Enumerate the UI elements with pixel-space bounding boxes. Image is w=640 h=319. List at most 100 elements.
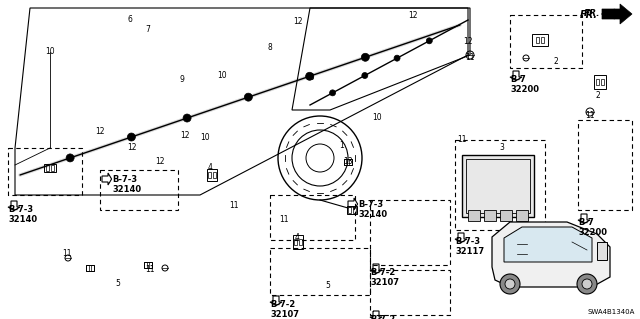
Bar bbox=[596, 79, 599, 85]
Text: 12: 12 bbox=[95, 128, 105, 137]
Bar bbox=[536, 37, 539, 43]
Bar bbox=[44, 164, 56, 172]
Text: B-7-2
32107: B-7-2 32107 bbox=[370, 315, 399, 319]
Text: 2: 2 bbox=[554, 57, 558, 66]
Bar bbox=[347, 206, 357, 214]
Text: 11: 11 bbox=[62, 249, 72, 257]
Bar bbox=[455, 140, 545, 230]
Bar bbox=[149, 262, 152, 268]
Circle shape bbox=[127, 133, 136, 141]
Text: 12: 12 bbox=[180, 130, 189, 139]
Circle shape bbox=[362, 53, 369, 61]
Bar bbox=[578, 120, 632, 210]
Text: 6: 6 bbox=[127, 16, 132, 25]
Text: 11: 11 bbox=[585, 110, 595, 120]
Text: 12: 12 bbox=[408, 11, 418, 20]
Circle shape bbox=[66, 154, 74, 162]
Bar bbox=[100, 170, 178, 210]
Text: 1: 1 bbox=[340, 140, 344, 150]
Text: 2: 2 bbox=[596, 91, 600, 100]
Circle shape bbox=[306, 72, 314, 80]
Text: 10: 10 bbox=[45, 48, 55, 56]
Text: B-7-3
32140: B-7-3 32140 bbox=[358, 200, 387, 219]
Text: 11: 11 bbox=[145, 265, 155, 275]
Bar bbox=[484, 210, 496, 221]
Bar bbox=[500, 210, 512, 221]
Text: FR.: FR. bbox=[584, 10, 600, 19]
Bar bbox=[594, 75, 606, 89]
Bar bbox=[8, 148, 82, 195]
Text: 5: 5 bbox=[116, 278, 120, 287]
Text: 4: 4 bbox=[207, 164, 212, 173]
Circle shape bbox=[426, 38, 432, 44]
Text: 11: 11 bbox=[465, 54, 475, 63]
Bar bbox=[344, 159, 347, 165]
Text: 11: 11 bbox=[279, 216, 289, 225]
Bar bbox=[344, 159, 352, 165]
Text: 4: 4 bbox=[294, 233, 300, 241]
Bar bbox=[353, 207, 356, 213]
Text: B-7-3
32140: B-7-3 32140 bbox=[112, 175, 141, 194]
Text: B-7-3
32140: B-7-3 32140 bbox=[8, 205, 37, 224]
Bar bbox=[299, 239, 302, 245]
Bar bbox=[462, 155, 534, 217]
Bar bbox=[51, 165, 54, 171]
Text: 3: 3 bbox=[500, 144, 504, 152]
Text: 13: 13 bbox=[343, 158, 353, 167]
Bar bbox=[516, 210, 528, 221]
Bar bbox=[294, 239, 297, 245]
Text: 10: 10 bbox=[200, 133, 210, 143]
Text: 12: 12 bbox=[127, 144, 137, 152]
Circle shape bbox=[362, 72, 368, 78]
Bar bbox=[91, 265, 94, 271]
Text: 12: 12 bbox=[293, 18, 303, 26]
Text: 10: 10 bbox=[372, 114, 382, 122]
Bar bbox=[207, 169, 217, 181]
Text: 11: 11 bbox=[457, 136, 467, 145]
Text: B-7-2
32107: B-7-2 32107 bbox=[270, 300, 299, 319]
Bar bbox=[510, 15, 582, 68]
Bar bbox=[532, 34, 548, 46]
Text: 8: 8 bbox=[268, 43, 273, 53]
Polygon shape bbox=[504, 227, 592, 262]
Bar bbox=[270, 248, 370, 295]
Bar bbox=[370, 200, 450, 265]
Circle shape bbox=[244, 93, 252, 101]
Text: SWA4B1340A: SWA4B1340A bbox=[588, 309, 635, 315]
Bar bbox=[370, 270, 450, 315]
Bar bbox=[349, 159, 352, 165]
Bar bbox=[208, 172, 211, 178]
Bar bbox=[466, 159, 530, 213]
Bar bbox=[86, 265, 94, 271]
Bar bbox=[270, 195, 355, 240]
Text: 9: 9 bbox=[180, 76, 184, 85]
Bar bbox=[468, 210, 480, 221]
Bar bbox=[293, 235, 303, 249]
Text: 11: 11 bbox=[229, 201, 239, 210]
Circle shape bbox=[330, 90, 335, 96]
Circle shape bbox=[582, 279, 592, 289]
Bar bbox=[144, 262, 152, 268]
Text: B-7-3
32117: B-7-3 32117 bbox=[455, 237, 484, 256]
Bar bbox=[348, 207, 351, 213]
Bar bbox=[541, 37, 544, 43]
Text: B-7
32200: B-7 32200 bbox=[510, 75, 539, 94]
Bar bbox=[213, 172, 216, 178]
Bar bbox=[144, 262, 147, 268]
Circle shape bbox=[505, 279, 515, 289]
Text: 7: 7 bbox=[145, 26, 150, 34]
Text: 10: 10 bbox=[217, 70, 227, 79]
Circle shape bbox=[394, 55, 400, 61]
Text: 12: 12 bbox=[463, 38, 473, 47]
Text: 5: 5 bbox=[326, 280, 330, 290]
Bar bbox=[597, 242, 607, 260]
Text: 10: 10 bbox=[305, 73, 315, 83]
Text: 12: 12 bbox=[156, 158, 164, 167]
Circle shape bbox=[183, 114, 191, 122]
Polygon shape bbox=[602, 4, 632, 24]
Polygon shape bbox=[492, 222, 610, 287]
Circle shape bbox=[577, 274, 597, 294]
Text: FR.: FR. bbox=[580, 10, 598, 20]
Bar bbox=[46, 165, 49, 171]
Bar bbox=[601, 79, 604, 85]
